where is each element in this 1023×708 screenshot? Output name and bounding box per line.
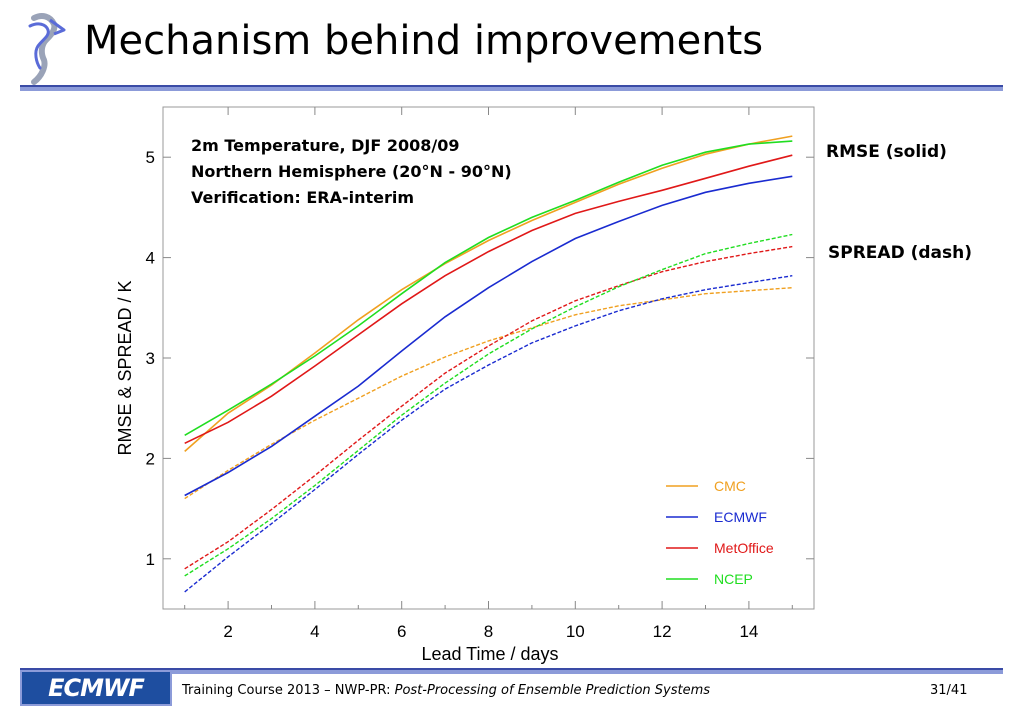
legend-label-metoffice: MetOffice: [714, 540, 774, 556]
rmse-line-ncep: [184, 140, 793, 436]
x-tick-label: 2: [223, 622, 232, 641]
y-tick-labels: 1 2 3 4 5: [146, 148, 155, 569]
page-title: Mechanism behind improvements: [84, 18, 764, 64]
x-axis-label: Lead Time / days: [421, 644, 558, 664]
ecmwf-logo-text: ECMWF: [48, 674, 145, 702]
y-tick-label: 3: [146, 349, 155, 368]
annotation-line-3: Verification: ERA-interim: [191, 188, 414, 207]
y-axis-label: RMSE & SPREAD / K: [115, 280, 135, 455]
x-tick-label: 6: [397, 622, 406, 641]
x-tick-label: 4: [310, 622, 319, 641]
x-tick-label: 8: [484, 622, 493, 641]
footer-course: Training Course 2013 – NWP-PR: Post-Proc…: [182, 683, 710, 698]
spread-line-metoffice: [184, 245, 793, 570]
x-tick-label: 10: [566, 622, 585, 641]
spread-note: SPREAD (dash): [828, 243, 972, 263]
x-tick-label: 12: [653, 622, 672, 641]
spread-line-ecmwf: [184, 275, 793, 593]
spread-line-ncep: [184, 233, 793, 577]
legend-label-ecmwf: ECMWF: [714, 509, 767, 525]
x-tick-label: 14: [739, 622, 758, 641]
y-tick-label: 1: [146, 550, 155, 569]
y-tick-label: 2: [146, 449, 155, 468]
rmse-note: RMSE (solid): [826, 142, 947, 162]
footer-divider: [20, 668, 1003, 674]
axis-ticks: [163, 107, 814, 609]
y-tick-label: 4: [146, 249, 155, 268]
legend-label-cmc: CMC: [714, 478, 746, 494]
x-tick-labels: 2 4 6 8 10 12 14: [223, 622, 758, 641]
y-tick-label: 5: [146, 148, 155, 167]
spread-line-cmc: [184, 287, 793, 500]
rmse-line-ecmwf: [184, 175, 793, 497]
page-number: 31/41: [930, 683, 968, 698]
footer-course-label: Training Course 2013 – NWP-PR:: [182, 683, 395, 698]
ecmwf-logo: ECMWF: [20, 670, 172, 706]
legend-label-ncep: NCEP: [714, 571, 753, 587]
title-divider: [20, 85, 1003, 91]
ecmwf-figure-logo: [28, 13, 66, 85]
legend: CMC ECMWF MetOffice NCEP: [666, 478, 774, 587]
footer-course-title: Post-Processing of Ensemble Prediction S…: [394, 683, 711, 698]
annotation-line-2: Northern Hemisphere (20°N - 90°N): [191, 162, 512, 181]
series-layer: [184, 135, 793, 593]
plot-frame: [162, 106, 815, 610]
annotation-line-1: 2m Temperature, DJF 2008/09: [191, 136, 459, 155]
rmse-line-metoffice: [184, 154, 793, 445]
